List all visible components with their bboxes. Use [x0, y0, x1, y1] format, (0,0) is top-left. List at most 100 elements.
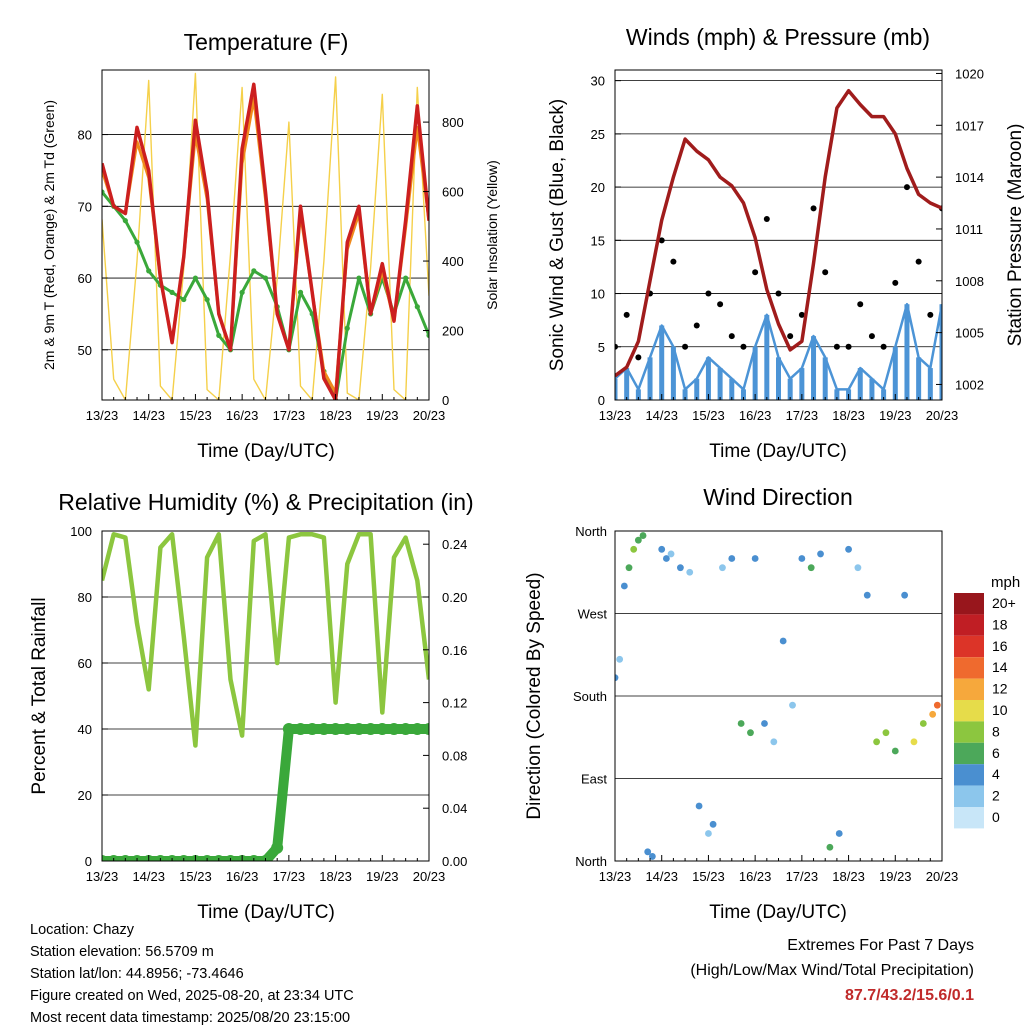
dewpoint-point — [181, 296, 187, 303]
direction-point — [835, 830, 843, 837]
direction-y-tick-label: South — [573, 689, 607, 704]
direction-point — [854, 564, 862, 572]
direction-x-tick-label: 14/23 — [645, 869, 678, 884]
gust-point — [810, 205, 817, 212]
temperature-x-tick-label: 13/23 — [86, 408, 119, 423]
precip-point — [317, 723, 330, 735]
temperature-left-ticks: 50 60 70 80 — [78, 128, 108, 358]
direction-x-tick-label: 16/23 — [739, 869, 772, 884]
gust-point — [880, 343, 887, 350]
direction-point — [639, 532, 647, 539]
dewpoint-point — [192, 275, 199, 281]
colorbar-label: 20+ — [992, 595, 1016, 611]
direction-title: Wind Direction — [703, 484, 853, 510]
direction-point — [845, 545, 852, 553]
colorbar-label: 8 — [992, 723, 1000, 739]
direction-x-ticks: 13/23 14/23 15/23 16/23 17/23 18/23 19/23 20/23 — [599, 855, 958, 884]
winds-panel: Winds (mph) & Pressure (mb) 0 5 10 15 20 25 30… — [547, 24, 1024, 462]
precip-point — [399, 723, 412, 735]
direction-left-ticks: North East South West North — [573, 524, 607, 869]
gust-point — [787, 333, 794, 340]
direction-point — [620, 582, 628, 590]
direction-point — [719, 564, 726, 572]
winds-ylabel-right: Station Pressure (Maroon) — [1005, 124, 1024, 347]
humidity-title: Relative Humidity (%) & Precipitation (i… — [58, 489, 473, 515]
pressure-line — [615, 88, 942, 378]
humidity-y-tick-label: 20 — [78, 788, 92, 803]
direction-point — [798, 555, 806, 562]
extremes-box: Extremes For Past 7 Days (High/Low/Max W… — [690, 933, 974, 1008]
temperature-x-tick-label: 19/23 — [366, 408, 399, 423]
relative-humidity-line — [102, 532, 429, 748]
gust-point — [717, 301, 724, 308]
colorbar-swatch — [954, 785, 984, 807]
extremes-title: Extremes For Past 7 Days — [787, 937, 974, 954]
winds-y2-tick-label: 1002 — [955, 377, 984, 392]
dewpoint-point — [122, 218, 128, 224]
direction-y-tick-label: North — [575, 524, 607, 539]
colorbar-swatch — [954, 742, 984, 765]
gust-point — [833, 343, 840, 350]
dewpoint-point — [216, 332, 222, 339]
gust-point — [822, 269, 829, 276]
direction-x-tick-label: 18/23 — [832, 869, 865, 884]
gust-point — [798, 311, 805, 318]
direction-point — [882, 729, 890, 737]
colorbar-swatch — [954, 807, 984, 829]
gust-point — [635, 354, 642, 361]
station-location: Location: Chazy — [30, 922, 134, 938]
winds-y-tick-label: 25 — [591, 127, 605, 142]
winds-x-tick-label: 15/23 — [692, 408, 725, 423]
humidity-x-tick-label: 15/23 — [179, 869, 212, 884]
precip-point — [271, 841, 284, 854]
winds-plot — [615, 88, 942, 400]
temperature-xlabel: Time (Day/UTC) — [197, 441, 335, 462]
temperature-y2-tick-label: 600 — [442, 185, 464, 200]
temperature-ylabel-right: Solar Insolation (Yellow) — [484, 160, 500, 310]
direction-point — [779, 637, 787, 645]
temperature-x-tick-label: 20/23 — [413, 408, 446, 423]
dewpoint-point — [169, 289, 175, 295]
colorbar-label: 2 — [992, 788, 1000, 804]
sonic-wind-line — [615, 302, 942, 391]
dewpoint-point — [414, 304, 420, 310]
colorbar-label: 18 — [992, 616, 1008, 632]
colorbar-label: 16 — [992, 638, 1008, 654]
direction-point — [770, 738, 778, 746]
temperature-y-tick-label: 50 — [78, 343, 92, 358]
direction-point — [919, 720, 927, 727]
gust-point — [670, 258, 677, 265]
gust-point — [623, 311, 630, 318]
direction-y-tick-label: East — [581, 772, 607, 787]
station-latlon: Station lat/lon: 44.8956; -73.4646 — [30, 966, 244, 982]
colorbar-label: 0 — [992, 809, 1000, 825]
gust-point — [705, 290, 712, 297]
winds-y-tick-label: 10 — [591, 287, 605, 302]
winds-x-tick-label: 17/23 — [786, 408, 819, 423]
dewpoint-point — [204, 296, 210, 303]
precip-point — [376, 723, 389, 735]
winds-x-tick-label: 14/23 — [645, 408, 678, 423]
colorbar-label: 10 — [992, 702, 1008, 718]
direction-point — [751, 555, 759, 562]
direction-point — [615, 674, 619, 682]
direction-point — [630, 545, 638, 553]
direction-x-tick-label: 17/23 — [786, 869, 819, 884]
direction-x-tick-label: 15/23 — [692, 869, 725, 884]
winds-y2-tick-label: 1008 — [955, 274, 984, 289]
direction-ylabel: Direction (Colored By Speed) — [524, 572, 545, 819]
winds-ylabel: Sonic Wind & Gust (Blue, Black) — [547, 99, 568, 371]
temperature-x-tick-label: 14/23 — [132, 408, 165, 423]
precip-point — [306, 723, 319, 735]
temperature-x-tick-label: 17/23 — [273, 408, 306, 423]
direction-point — [761, 720, 768, 727]
precip-point — [352, 723, 365, 735]
gust-point — [915, 258, 922, 265]
humidity-x-tick-label: 20/23 — [413, 869, 446, 884]
winds-xlabel: Time (Day/UTC) — [709, 441, 847, 462]
solar-insolation-line — [102, 72, 429, 400]
winds-y-tick-label: 30 — [591, 74, 605, 89]
winds-x-ticks: 13/23 14/23 15/23 16/23 17/23 18/23 19/23 20/23 — [599, 394, 958, 423]
gust-point — [763, 216, 770, 223]
humidity-y2-tick-label: 0.20 — [442, 590, 467, 605]
